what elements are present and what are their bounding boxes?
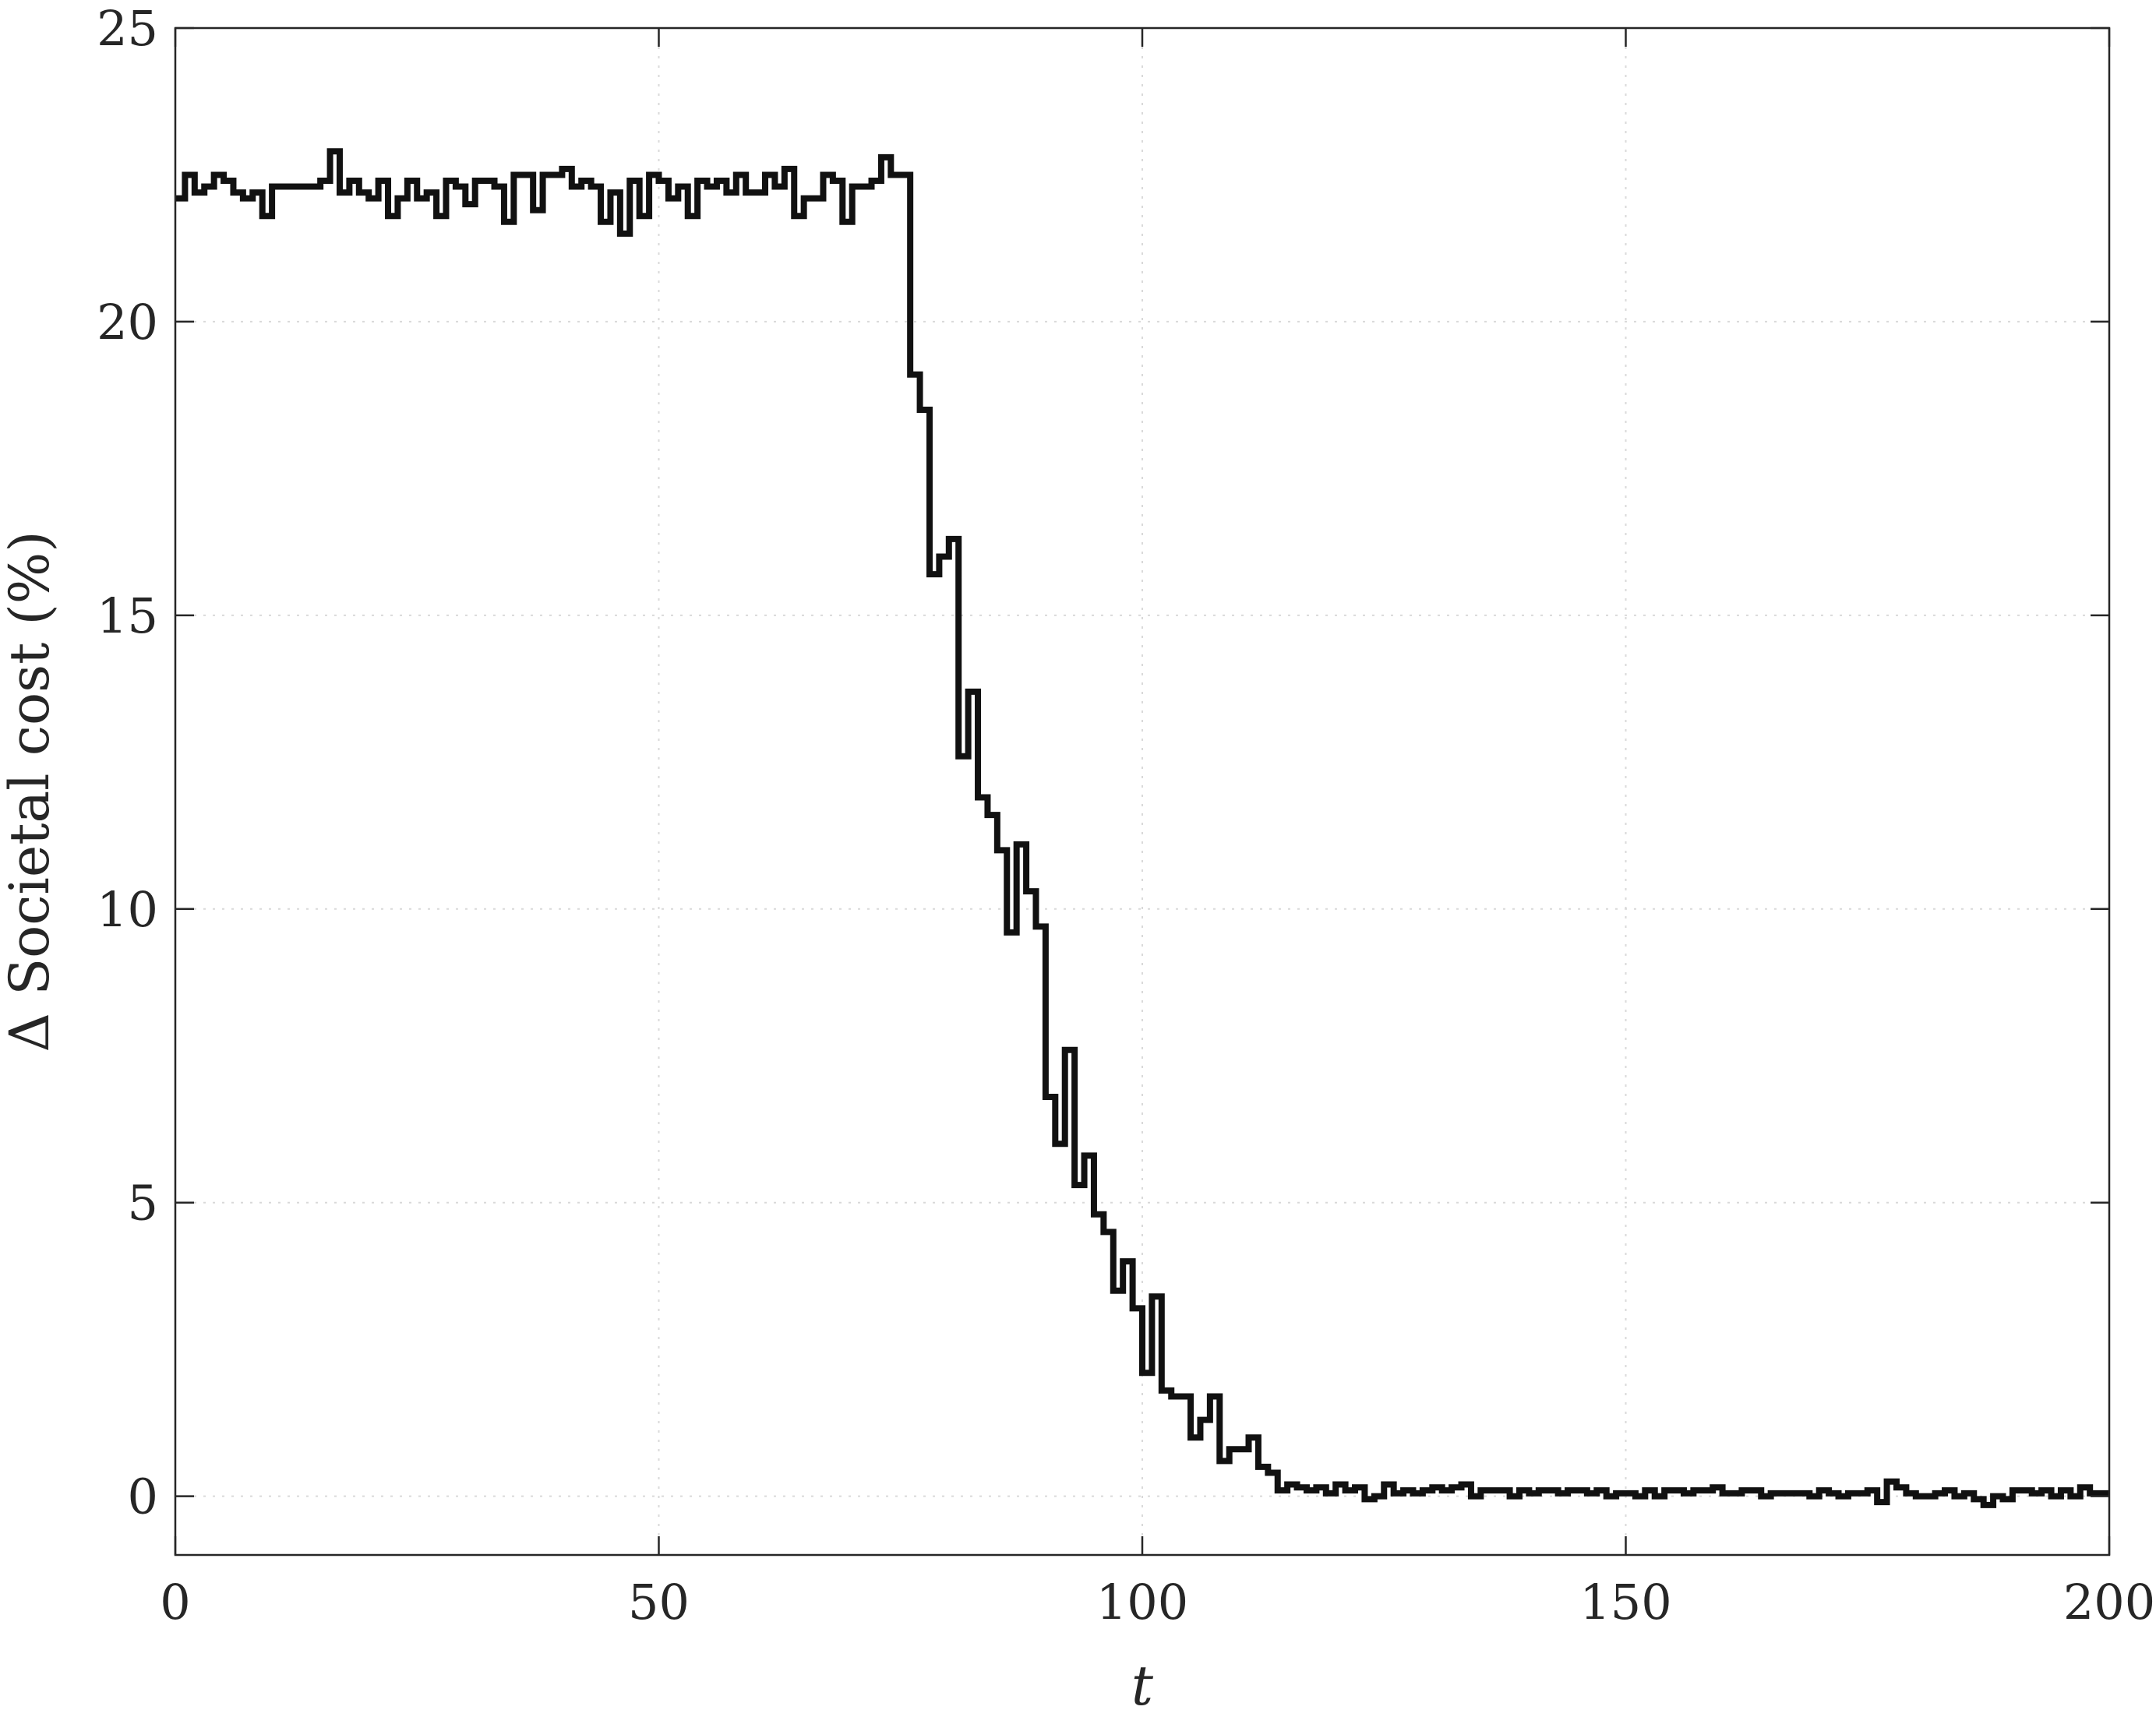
data-series [175,148,2109,1508]
y-tick-label: 15 [97,587,158,644]
x-axis-ticks: 0 50 100 150 200 [160,28,2155,1631]
y-tick-label: 25 [97,0,158,57]
y-tick-label: 0 [128,1468,158,1525]
x-tick-label: 50 [628,1574,690,1631]
grid-lines [175,28,2109,1555]
stairs-series-line [175,148,2109,1508]
y-tick-label: 20 [97,294,158,351]
x-tick-label: 200 [2063,1574,2155,1631]
y-axis-label: Δ Societal cost (%) [0,531,62,1052]
y-tick-label: 5 [128,1175,158,1232]
y-axis-ticks: 0 5 10 15 20 25 [97,0,2109,1525]
x-tick-label: 0 [160,1574,190,1631]
x-tick-label: 100 [1096,1574,1188,1631]
y-tick-label: 10 [97,881,158,938]
x-axis-label: t [1131,1654,1154,1717]
x-tick-label: 150 [1579,1574,1671,1631]
